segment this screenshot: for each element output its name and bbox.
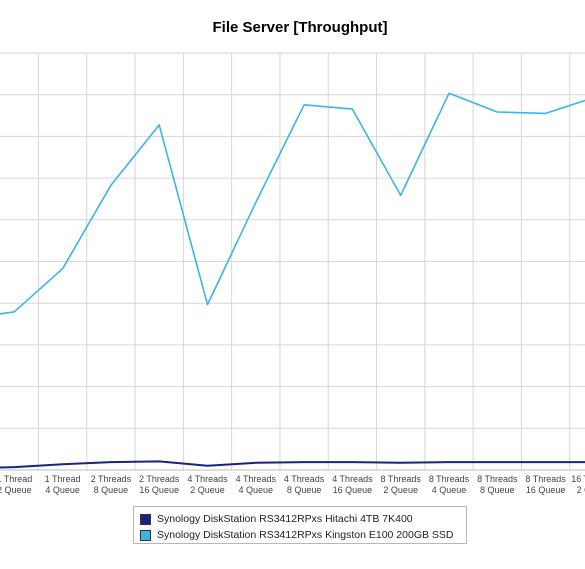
x-tick-label: 8 Threads 4 Queue <box>429 474 470 495</box>
chart-legend: Synology DiskStation RS3412RPxs Hitachi … <box>133 506 467 544</box>
legend-label-kingston: Synology DiskStation RS3412RPxs Kingston… <box>157 529 454 541</box>
series-line-0 <box>0 460 585 469</box>
x-tick-label: 4 Threads 8 Queue <box>284 474 325 495</box>
legend-item-kingston: Synology DiskStation RS3412RPxs Kingston… <box>140 528 454 542</box>
x-tick-label: 8 Threads 2 Queue <box>381 474 422 495</box>
x-tick-label: 4 Threads 16 Queue <box>332 474 373 495</box>
x-tick-label: 4 Threads 4 Queue <box>236 474 277 495</box>
chart-title: File Server [Throughput] <box>212 19 388 36</box>
x-tick-label: 8 Threads 16 Queue <box>525 474 566 495</box>
legend-swatch-kingston <box>140 529 151 541</box>
legend-swatch-hitachi <box>140 513 151 525</box>
legend-item-hitachi: Synology DiskStation RS3412RPxs Hitachi … <box>140 512 413 526</box>
x-tick-label: 8 Threads 8 Queue <box>477 474 518 495</box>
x-tick-label: 2 Threads 8 Queue <box>91 474 132 495</box>
x-tick-label: 4 Threads 2 Queue <box>187 474 228 495</box>
x-tick-label: 1 Thread 4 Queue <box>45 474 81 495</box>
series-line-1 <box>0 92 585 315</box>
x-tick-label: 2 Threads 16 Queue <box>139 474 180 495</box>
legend-label-hitachi: Synology DiskStation RS3412RPxs Hitachi … <box>157 513 413 525</box>
